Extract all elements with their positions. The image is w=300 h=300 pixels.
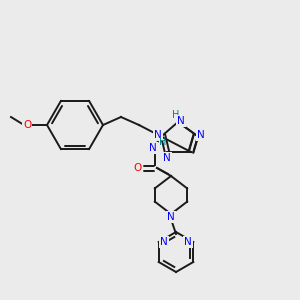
Text: O: O — [134, 163, 142, 173]
Text: N: N — [184, 237, 192, 247]
Text: H: H — [172, 110, 180, 120]
Text: N: N — [167, 212, 175, 222]
Text: N: N — [197, 130, 205, 140]
Text: N: N — [154, 130, 162, 140]
Text: H: H — [159, 137, 167, 147]
Text: N: N — [149, 143, 157, 153]
Text: N: N — [160, 237, 168, 247]
Text: N: N — [163, 153, 171, 163]
Text: N: N — [177, 116, 185, 126]
Text: O: O — [23, 120, 31, 130]
